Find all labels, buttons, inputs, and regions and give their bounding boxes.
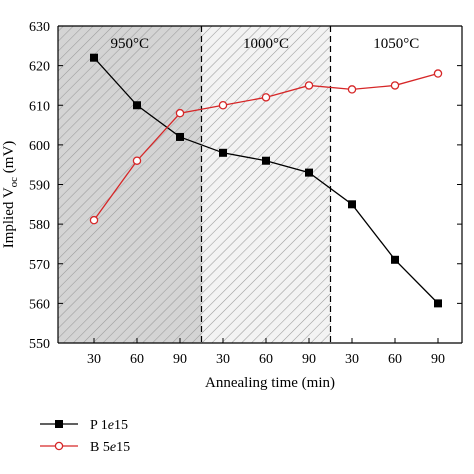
- x-axis-title: Annealing time (min): [205, 375, 335, 391]
- data-point-circle: [433, 69, 443, 78]
- data-point-circle: [304, 81, 314, 90]
- y-axis-title: Implied Voc (mV): [1, 141, 20, 249]
- x-tick-label: 60: [259, 352, 273, 367]
- data-point-circle: [390, 81, 400, 90]
- data-point-circle: [347, 85, 357, 94]
- region-label: 950°C: [110, 36, 149, 52]
- x-tick-label: 60: [130, 352, 144, 367]
- annealing-temperature-regions: [58, 26, 462, 343]
- y-tick-label: 550: [29, 337, 50, 352]
- x-tick-label: 90: [173, 352, 187, 367]
- x-tick-label: 90: [431, 352, 445, 367]
- data-point-square: [305, 168, 313, 177]
- series-layer: [89, 53, 443, 308]
- x-tick-label: 30: [345, 352, 359, 367]
- data-point-square: [133, 101, 141, 110]
- region-label: 1000°C: [243, 36, 289, 52]
- region-dividers: [200, 26, 332, 343]
- region-label: 1050°C: [373, 36, 419, 52]
- y-tick-label: 570: [29, 258, 50, 273]
- x-tick-label: 90: [302, 352, 316, 367]
- region-hatch: [201, 26, 331, 343]
- data-point-square: [262, 156, 270, 165]
- data-point-circle: [261, 93, 271, 102]
- x-tick-label: 30: [216, 352, 230, 367]
- y-tick-label: 630: [29, 20, 50, 35]
- axes: [57, 25, 463, 344]
- data-point-circle: [218, 101, 228, 110]
- legend: P 1e15 B 5e15: [40, 418, 130, 455]
- legend-marker-circle: [54, 441, 64, 451]
- region-background: [330, 26, 462, 343]
- legend-marker-square: [55, 420, 63, 428]
- data-point-square: [219, 148, 227, 157]
- legend-label: P 1e15: [90, 418, 128, 433]
- data-point-square: [90, 53, 98, 62]
- data-point-square: [176, 132, 184, 141]
- data-point-square: [391, 255, 399, 264]
- data-point-square: [348, 200, 356, 209]
- x-tick-label: 30: [87, 352, 101, 367]
- y-tick-label: 610: [29, 99, 50, 114]
- data-point-circle: [132, 156, 142, 165]
- data-point-square: [434, 299, 442, 308]
- legend-label: B 5e15: [90, 440, 130, 455]
- labels: 950°C 1000°C 1050°C 550 560 570 580 590 600 610 62…: [1, 20, 445, 391]
- y-tick-label: 600: [29, 139, 50, 154]
- data-point-circle: [175, 108, 185, 118]
- y-tick-label: 580: [29, 218, 50, 233]
- y-tick-label: 590: [29, 179, 50, 194]
- data-point-circle: [89, 215, 99, 225]
- region-hatch: [58, 26, 202, 343]
- y-tick-label: 560: [29, 297, 50, 312]
- y-tick-label: 620: [29, 60, 50, 75]
- x-tick-label: 60: [388, 352, 402, 367]
